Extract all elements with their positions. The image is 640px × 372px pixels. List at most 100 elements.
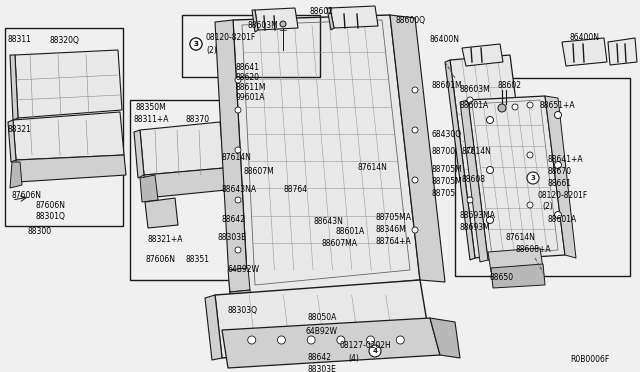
Circle shape xyxy=(190,38,202,50)
Text: 87606N: 87606N xyxy=(35,202,65,211)
Text: 88607MA: 88607MA xyxy=(322,240,358,248)
Bar xyxy=(455,78,630,276)
Circle shape xyxy=(527,102,533,108)
Text: 88370: 88370 xyxy=(185,115,209,125)
Text: 88700: 88700 xyxy=(432,148,456,157)
Text: 3: 3 xyxy=(193,41,198,47)
Polygon shape xyxy=(491,264,545,288)
Polygon shape xyxy=(145,198,178,228)
Circle shape xyxy=(235,247,241,253)
Polygon shape xyxy=(140,122,224,175)
Circle shape xyxy=(412,177,418,183)
Circle shape xyxy=(235,147,241,153)
Text: 88602: 88602 xyxy=(310,7,334,16)
Text: 88303E: 88303E xyxy=(308,366,337,372)
Text: 4: 4 xyxy=(372,348,378,354)
Polygon shape xyxy=(608,38,637,65)
Polygon shape xyxy=(8,120,16,162)
Text: 88705M: 88705M xyxy=(432,166,463,174)
Polygon shape xyxy=(255,8,298,30)
Text: 88601A: 88601A xyxy=(335,228,364,237)
Circle shape xyxy=(367,336,374,344)
Text: 87614N: 87614N xyxy=(222,154,252,163)
Text: 88693M: 88693M xyxy=(460,222,491,231)
Polygon shape xyxy=(16,155,126,182)
Circle shape xyxy=(412,87,418,93)
Polygon shape xyxy=(430,318,460,358)
Circle shape xyxy=(235,77,241,83)
Text: 64B92W: 64B92W xyxy=(305,327,337,337)
Polygon shape xyxy=(205,295,222,360)
Circle shape xyxy=(277,336,285,344)
Bar xyxy=(182,15,320,77)
Polygon shape xyxy=(445,60,475,260)
Text: 88603M: 88603M xyxy=(248,20,279,29)
Text: 86400N: 86400N xyxy=(430,35,460,45)
Polygon shape xyxy=(144,168,226,198)
Bar xyxy=(5,28,123,226)
Circle shape xyxy=(190,38,202,50)
Text: 88611M: 88611M xyxy=(235,83,266,93)
Circle shape xyxy=(235,107,241,113)
Circle shape xyxy=(467,97,473,103)
Bar xyxy=(130,100,230,280)
Text: 88602: 88602 xyxy=(498,80,522,90)
Text: 08120-8201F: 08120-8201F xyxy=(538,190,588,199)
Polygon shape xyxy=(13,112,124,160)
Text: 88608: 88608 xyxy=(462,176,486,185)
Text: 88607M: 88607M xyxy=(244,167,275,176)
Text: 88620: 88620 xyxy=(235,74,259,83)
Polygon shape xyxy=(140,175,158,202)
Circle shape xyxy=(498,104,506,112)
Circle shape xyxy=(412,227,418,233)
Text: 3: 3 xyxy=(531,175,536,181)
Text: 88705M: 88705M xyxy=(432,177,463,186)
Text: 88705MA: 88705MA xyxy=(375,214,411,222)
Polygon shape xyxy=(233,15,420,295)
Text: 88321: 88321 xyxy=(7,125,31,135)
Circle shape xyxy=(554,212,561,218)
Circle shape xyxy=(337,336,345,344)
Text: 88301Q: 88301Q xyxy=(35,212,65,221)
Circle shape xyxy=(307,336,315,344)
Text: 88351: 88351 xyxy=(185,256,209,264)
Text: 08127-0202H: 08127-0202H xyxy=(340,340,392,350)
Polygon shape xyxy=(462,44,503,66)
Polygon shape xyxy=(10,162,22,188)
Polygon shape xyxy=(215,280,430,358)
Circle shape xyxy=(554,161,561,169)
Text: 88601A: 88601A xyxy=(548,215,577,224)
Text: 08120-8201F: 08120-8201F xyxy=(206,33,256,42)
Polygon shape xyxy=(215,20,248,298)
Text: 88651+A: 88651+A xyxy=(540,100,575,109)
Polygon shape xyxy=(222,318,440,368)
Polygon shape xyxy=(10,55,18,120)
Text: 88603M: 88603M xyxy=(460,86,491,94)
Polygon shape xyxy=(498,210,535,230)
Text: 88346M: 88346M xyxy=(375,225,406,234)
Text: 88764: 88764 xyxy=(283,186,307,195)
Text: 88693MA: 88693MA xyxy=(460,211,496,219)
Circle shape xyxy=(527,152,533,158)
Text: 68430Q: 68430Q xyxy=(432,131,462,140)
Text: 88643N: 88643N xyxy=(313,218,343,227)
Circle shape xyxy=(396,336,404,344)
Text: 88670: 88670 xyxy=(548,167,572,176)
Text: 87606N: 87606N xyxy=(145,256,175,264)
Polygon shape xyxy=(390,15,445,282)
Text: 88661: 88661 xyxy=(548,179,572,187)
Text: 99601A: 99601A xyxy=(235,93,264,103)
Polygon shape xyxy=(450,55,535,258)
Polygon shape xyxy=(230,290,252,312)
Circle shape xyxy=(467,197,473,203)
Circle shape xyxy=(527,172,539,184)
Circle shape xyxy=(280,21,286,27)
Text: 88641: 88641 xyxy=(235,64,259,73)
Text: 88601A: 88601A xyxy=(460,100,489,109)
Text: R0B0006F: R0B0006F xyxy=(570,356,609,365)
Circle shape xyxy=(412,127,418,133)
Text: 88600Q: 88600Q xyxy=(395,16,425,25)
Text: (2): (2) xyxy=(542,202,553,212)
Text: 88300: 88300 xyxy=(28,228,52,237)
Text: (2): (2) xyxy=(206,45,217,55)
